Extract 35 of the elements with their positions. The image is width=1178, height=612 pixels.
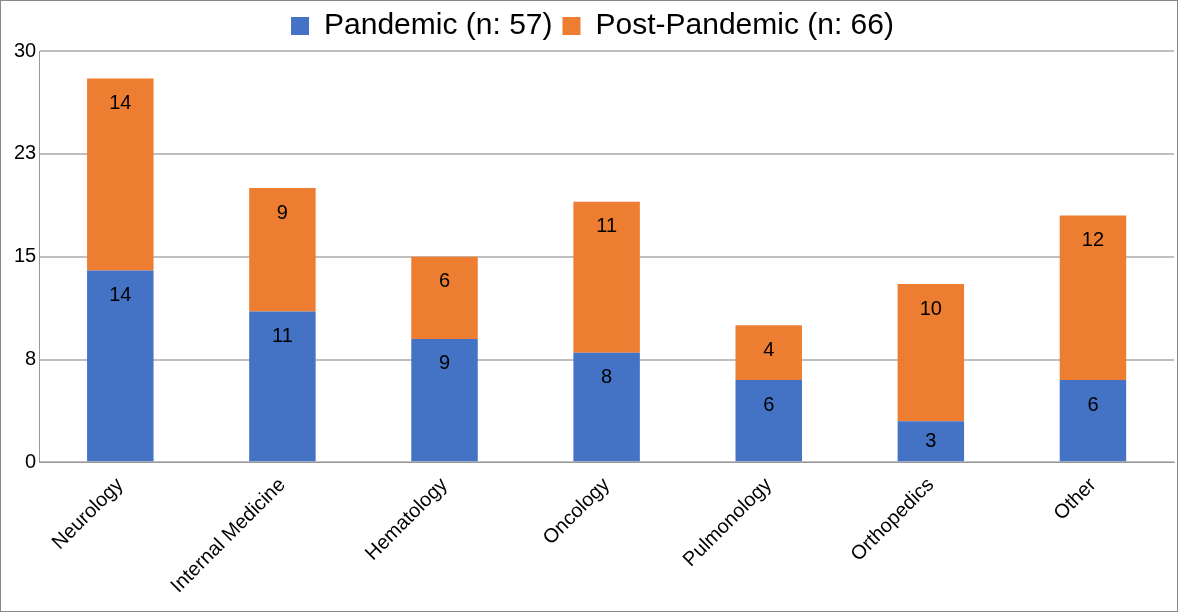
data-label: 10 — [919, 296, 942, 319]
bar — [87, 78, 154, 271]
y-tick-label: 15 — [14, 244, 37, 267]
y-tick-label: 0 — [25, 449, 37, 472]
y-tick-label: 23 — [14, 141, 37, 164]
data-label: 9 — [276, 200, 288, 223]
legend-label: Post-Pandemic (n: 66) — [595, 7, 894, 41]
y-tick-label: 30 — [14, 38, 37, 61]
data-label: 12 — [1081, 228, 1105, 251]
bar — [1059, 380, 1127, 462]
data-label: 6 — [1087, 392, 1099, 415]
bar — [735, 325, 802, 381]
data-label: 11 — [596, 214, 618, 237]
y-tick-label: 8 — [25, 347, 37, 370]
data-label: 14 — [109, 282, 132, 305]
data-label: 6 — [438, 269, 451, 292]
data-label: 8 — [601, 365, 613, 388]
data-label: 3 — [925, 428, 937, 451]
bar — [573, 201, 640, 353]
data-label: 14 — [109, 90, 132, 113]
data-label: 4 — [763, 337, 775, 360]
bar — [573, 352, 640, 462]
bar — [1059, 215, 1127, 381]
bar — [411, 256, 478, 339]
data-label: 6 — [763, 392, 775, 415]
bar — [897, 284, 965, 422]
bar — [735, 380, 802, 462]
data-label: 11 — [272, 324, 293, 347]
data-label: 9 — [438, 351, 451, 374]
bar — [411, 338, 478, 462]
bar — [87, 270, 154, 462]
legend-label: Pandemic (n: 57) — [324, 7, 553, 41]
bar — [249, 311, 316, 462]
bar — [249, 188, 316, 312]
bar — [897, 421, 965, 462]
